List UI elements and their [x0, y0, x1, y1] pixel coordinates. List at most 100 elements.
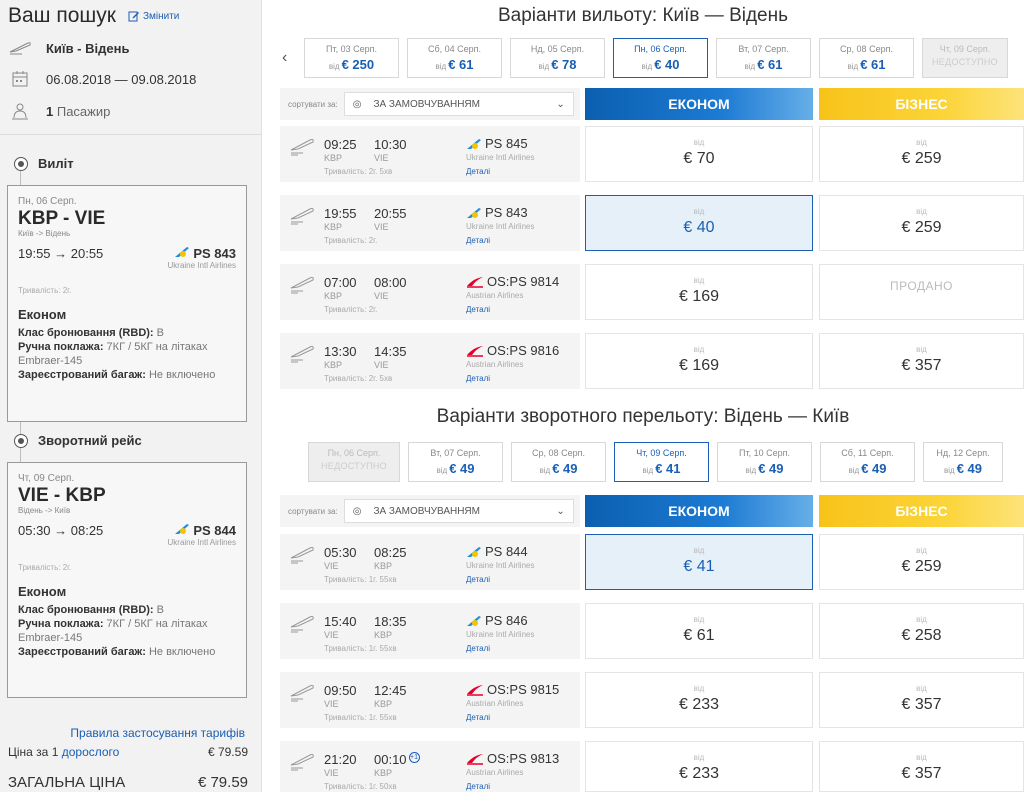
return-summary-card: Чт, 09 Серп. VIE - KBP Відень -> Київ 05…	[7, 462, 247, 698]
search-dates: 06.08.2018 — 09.08.2018	[46, 71, 197, 87]
timeline-line	[20, 422, 21, 436]
fare-rules-link[interactable]: Правила застосування тарифів	[70, 726, 245, 740]
edit-search-button[interactable]: Змінити	[128, 10, 179, 22]
departure-time: 09:25	[324, 137, 357, 152]
flight-number: PS 844	[466, 544, 528, 559]
outbound-heading: Виліт	[14, 156, 74, 171]
date-tab[interactable]: Пт, 10 Серп. від € 49	[717, 442, 812, 482]
return-class: Економ	[18, 584, 67, 599]
return-route-sub: Відень -> Київ	[18, 506, 71, 515]
adult-link[interactable]: дорослого	[61, 745, 120, 759]
departure-airport: KBP	[324, 153, 343, 163]
flight-info: 15:40 18:35 VIE KBP Тривалість: 1г. 55хв…	[280, 603, 580, 659]
return-section-title: Варіанти зворотного перельоту: Відень — …	[436, 406, 850, 427]
flight-number: OS:PS 9816	[466, 343, 559, 358]
outbound-date: Пн, 06 Серп.	[18, 196, 77, 207]
economy-fare[interactable]: від € 233	[585, 741, 813, 792]
passenger-icon	[8, 101, 32, 121]
details-link[interactable]: Деталі	[466, 575, 491, 584]
next-day-badge: +1	[408, 752, 420, 763]
date-tab[interactable]: Пт, 03 Серп. від € 250	[304, 38, 399, 78]
sort-label: сортувати за:	[288, 99, 338, 109]
business-fare[interactable]: від € 259	[819, 126, 1024, 182]
business-fare[interactable]: від € 259	[819, 195, 1024, 251]
business-fare[interactable]: від € 357	[819, 672, 1024, 728]
price-per-value: € 79.59	[207, 745, 248, 759]
business-fare[interactable]: від € 258	[819, 603, 1024, 659]
business-fare[interactable]: від € 259	[819, 534, 1024, 590]
flight-row: 13:30 14:35 KBP VIE Тривалість: 2г. 5хв …	[280, 333, 1024, 395]
flight-row: 09:50 12:45 VIE KBP Тривалість: 1г. 55хв…	[280, 672, 1024, 734]
outbound-duration: Тривалість: 2г.	[18, 286, 72, 295]
date-tab-selected[interactable]: Пн, 06 Серп. від € 40	[613, 38, 708, 78]
austrian-airlines-logo-icon	[467, 684, 483, 696]
arrival-time: 10:30	[374, 137, 407, 152]
flight-number: PS 843	[466, 205, 528, 220]
flight-number: OS:PS 9815	[466, 682, 559, 697]
date-tab[interactable]: Ср, 08 Серп. від € 61	[819, 38, 914, 78]
business-fare[interactable]: від € 357	[819, 333, 1024, 389]
sort-dropdown[interactable]: ◎ ЗА ЗАМОВЧУВАННЯМ ⌄	[343, 499, 574, 523]
flight-number: OS:PS 9813	[466, 751, 559, 766]
return-sort-bar: сортувати за: ◎ ЗА ЗАМОВЧУВАННЯМ ⌄	[280, 495, 580, 527]
return-duration: Тривалість: 2г.	[18, 563, 72, 572]
flight-info: 19:55 20:55 KBP VIE Тривалість: 2г. PS 8…	[280, 195, 580, 251]
date-tab[interactable]: Ср, 08 Серп. від € 49	[511, 442, 606, 482]
return-details: Клас бронювання (RBD): B Ручна поклажа: …	[18, 604, 216, 658]
search-route-row: Київ - Відень	[8, 38, 129, 58]
flight-row: 07:00 08:00 KBP VIE Тривалість: 2г. OS:P…	[280, 264, 1024, 326]
economy-fare-selected[interactable]: від € 40	[585, 195, 813, 251]
economy-fare-selected[interactable]: від € 41	[585, 534, 813, 590]
departure-airport: KBP	[324, 222, 343, 232]
return-times: 05:30 → 08:25	[18, 523, 104, 538]
ukraine-airlines-logo-icon	[467, 615, 481, 626]
airline-name: Austrian Airlines	[466, 768, 524, 777]
return-route: VIE - KBP	[18, 485, 106, 506]
edit-icon	[128, 11, 139, 22]
arrival-airport: KBP	[374, 561, 393, 571]
economy-fare[interactable]: від € 169	[585, 264, 813, 320]
ukraine-airlines-logo-icon	[467, 138, 481, 149]
economy-fare[interactable]: від € 61	[585, 603, 813, 659]
business-fare[interactable]: від € 357	[819, 741, 1024, 792]
outbound-class: Економ	[18, 307, 67, 322]
date-tab-unavailable: Чт, 09 Серп. НЕДОСТУПНО	[922, 38, 1008, 78]
flight-row: 09:25 10:30 KBP VIE Тривалість: 2г. 5хв …	[280, 126, 1024, 188]
economy-fare[interactable]: від € 169	[585, 333, 813, 389]
sort-dropdown[interactable]: ◎ ЗА ЗАМОВЧУВАННЯМ ⌄	[343, 92, 574, 116]
details-link[interactable]: Деталі	[466, 644, 491, 653]
total-value: € 79.59	[197, 774, 248, 791]
return-date-strip: Пн, 06 Серп. НЕДОСТУПНО Вт, 07 Серп. від € …	[308, 442, 1003, 482]
departure-airport: VIE	[324, 768, 339, 778]
details-link[interactable]: Деталі	[466, 305, 491, 314]
search-route: Київ - Відень	[46, 40, 130, 56]
departure-time: 07:00	[324, 275, 357, 290]
details-link[interactable]: Деталі	[466, 236, 491, 245]
date-tab[interactable]: Нд, 12 Серп. від € 49	[923, 442, 1003, 482]
details-link[interactable]: Деталі	[466, 374, 491, 383]
economy-fare[interactable]: від € 70	[585, 126, 813, 182]
date-tab[interactable]: Вт, 07 Серп. від € 49	[408, 442, 503, 482]
return-airline: Ukraine Intl Airlines	[167, 538, 236, 547]
arrival-time: 20:55	[374, 206, 407, 221]
arrival-airport: KBP	[374, 699, 393, 709]
flight-info: 21:20 00:10 +1 VIE KBP Тривалість: 1г. 50…	[280, 741, 580, 792]
ukraine-airlines-logo-icon	[174, 524, 189, 534]
date-tab[interactable]: Сб, 04 Серп. від € 61	[407, 38, 502, 78]
details-link[interactable]: Деталі	[466, 782, 491, 791]
date-tab-selected[interactable]: Чт, 09 Серп. від € 41	[614, 442, 709, 482]
date-tab[interactable]: Нд, 05 Серп. від € 78	[510, 38, 605, 78]
details-link[interactable]: Деталі	[466, 713, 491, 722]
plane-icon	[288, 205, 316, 230]
economy-fare[interactable]: від € 233	[585, 672, 813, 728]
timeline-line	[20, 448, 21, 462]
search-header: Ваш пошук Змінити	[8, 4, 179, 28]
departure-airport: VIE	[324, 630, 339, 640]
details-link[interactable]: Деталі	[466, 167, 491, 176]
date-tab[interactable]: Вт, 07 Серп. від € 61	[716, 38, 811, 78]
date-tab[interactable]: Сб, 11 Серп. від € 49	[820, 442, 915, 482]
outbound-times: 19:55 → 20:55	[18, 246, 104, 261]
arrival-time-next-day: 00:10 +1	[374, 752, 420, 767]
prev-dates-arrow-icon[interactable]: ‹	[282, 49, 288, 66]
airline-name: Ukraine Intl Airlines	[466, 561, 535, 570]
